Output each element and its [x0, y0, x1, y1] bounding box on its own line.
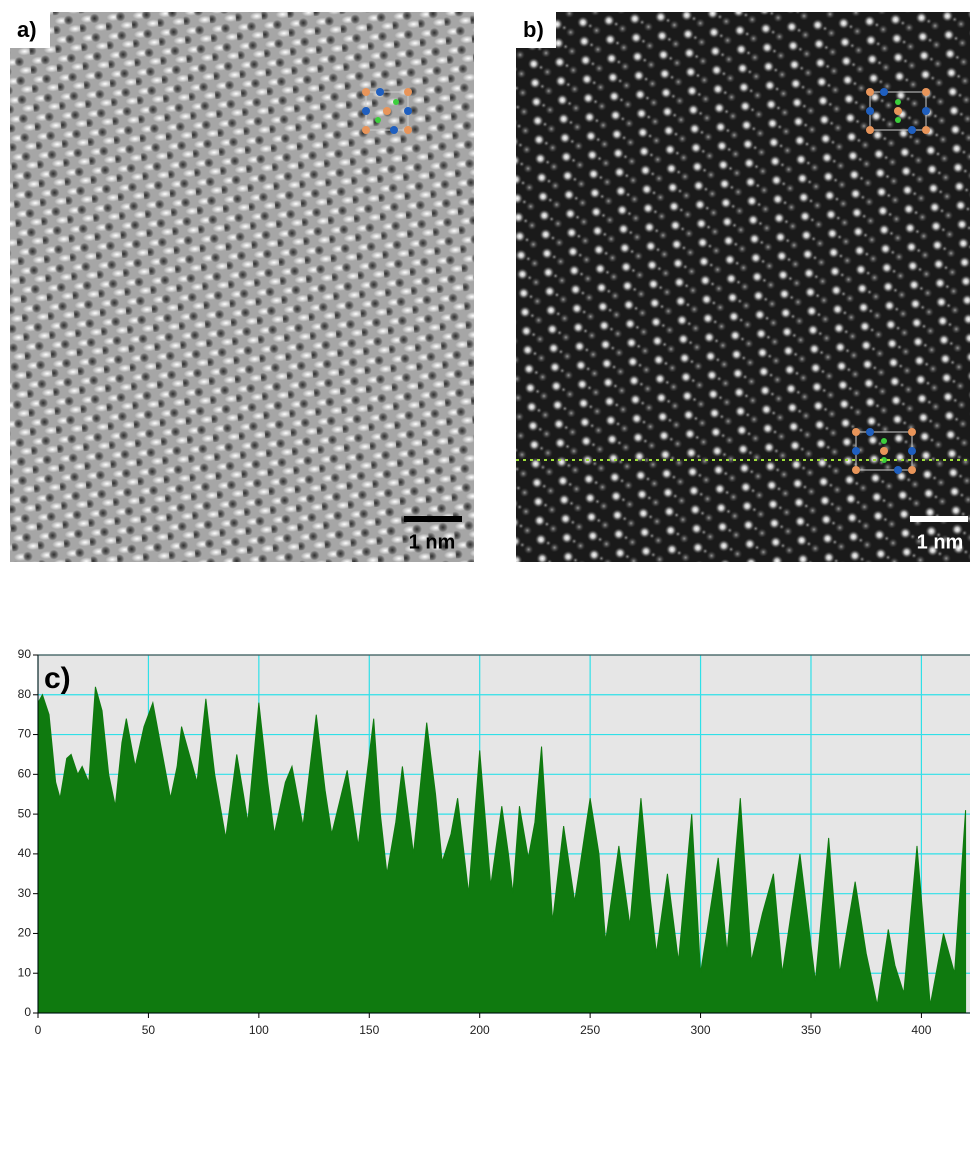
image-b	[516, 12, 970, 562]
y-tick-label: 90	[18, 647, 32, 661]
panel-label: c)	[44, 662, 71, 695]
y-tick-label: 0	[24, 1005, 31, 1019]
x-tick-label: 50	[142, 1023, 156, 1037]
x-tick-label: 350	[801, 1023, 821, 1037]
x-tick-label: 250	[580, 1023, 600, 1037]
scale-bar	[910, 516, 968, 522]
x-tick-label: 300	[691, 1023, 711, 1037]
x-tick-label: 100	[249, 1023, 269, 1037]
y-tick-label: 80	[18, 687, 32, 701]
scale-bar	[404, 516, 462, 522]
panel-label: a)	[17, 17, 37, 42]
panel-label: b)	[523, 17, 544, 42]
atom-inset	[852, 428, 916, 474]
atom-inset	[362, 88, 412, 134]
y-tick-label: 20	[18, 926, 32, 940]
scale-bar-label: 1 nm	[409, 531, 456, 553]
y-tick-label: 60	[18, 767, 32, 781]
atom-inset	[866, 88, 930, 134]
label-box	[516, 12, 556, 48]
label-box	[10, 12, 50, 48]
y-tick-label: 10	[18, 965, 32, 979]
x-tick-label: 400	[911, 1023, 931, 1037]
y-tick-label: 50	[18, 806, 32, 820]
area	[37, 686, 967, 1014]
image-a-shade	[10, 12, 474, 562]
x-tick-label: 0	[35, 1023, 42, 1037]
x-tick-label: 200	[470, 1023, 490, 1037]
y-tick-label: 40	[18, 846, 32, 860]
scale-bar-label: 1 nm	[917, 531, 964, 553]
x-tick-label: 150	[359, 1023, 379, 1037]
y-tick-label: 70	[18, 727, 32, 741]
y-tick-label: 30	[18, 886, 32, 900]
